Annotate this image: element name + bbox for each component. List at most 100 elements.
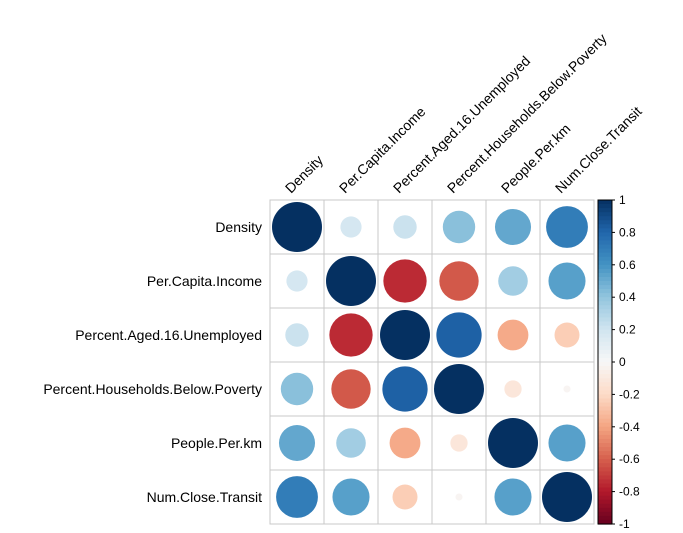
colorbar-segment	[598, 382, 612, 387]
colorbar-segment	[598, 487, 612, 493]
colorbar-segment	[598, 289, 612, 294]
colorbar-segment	[598, 418, 612, 424]
colorbar-segment	[598, 495, 612, 501]
colorbar-segment	[598, 386, 612, 391]
colorbar-tick-label: -1	[619, 517, 630, 531]
colorbar-segment	[598, 333, 612, 339]
colorbar-segment	[598, 272, 612, 278]
colorbar-segment	[598, 281, 612, 286]
colorbar-tick-label: 0.8	[619, 225, 636, 239]
colorbar-tick-label: -0.2	[619, 387, 640, 401]
correlation-circle	[389, 427, 421, 459]
colorbar-segment	[598, 394, 612, 400]
colorbar-segment	[598, 447, 612, 452]
correlation-circle	[546, 206, 588, 248]
colorbar-tick-label: 0.6	[619, 258, 636, 272]
colorbar-segment	[598, 204, 612, 209]
colorbar-segment	[598, 260, 612, 266]
colorbar-segment	[598, 268, 612, 274]
colorbar-segment	[598, 422, 612, 428]
colorbar-segment	[598, 459, 612, 464]
correlation-circle	[278, 424, 316, 462]
colorbar-segment	[598, 200, 612, 205]
colorbar-segment	[598, 515, 612, 521]
colorbar-segment	[598, 305, 612, 310]
colorbar-segment	[598, 378, 612, 383]
correlation-circle	[272, 202, 322, 252]
colorbar-segment	[598, 398, 612, 404]
correlation-circle	[455, 493, 463, 501]
colorbar-segment	[598, 491, 612, 497]
column-labels: Density Per.Capita.IncomePercent.Aged.16.…	[282, 30, 645, 196]
colorbar-segment	[598, 426, 612, 432]
colorbar-segment	[598, 337, 612, 343]
correlation-circle	[393, 215, 417, 239]
colorbar-segment	[598, 313, 612, 319]
colorbar-segment	[598, 507, 612, 513]
colorbar: 1 0.8 0.6 0.4 0.2 0 -0.2 -0.4 -0.6 -0.8 -1	[597, 193, 640, 531]
correlation-circle	[336, 428, 366, 458]
correlation-circle	[439, 261, 479, 301]
correlation-circle	[488, 418, 538, 468]
colorbar-segment	[598, 212, 612, 217]
colorbar-segment	[598, 232, 612, 238]
colorbar-segment	[598, 443, 612, 448]
correlation-circle	[340, 216, 362, 238]
correlation-circle	[554, 322, 580, 348]
colorbar-tick-label: -0.4	[619, 420, 640, 434]
correlation-circle	[548, 262, 586, 300]
colorbar-segment	[598, 224, 612, 229]
colorbar-segment	[598, 483, 612, 489]
colorbar-tick-label: 0.2	[619, 323, 636, 337]
colorbar-segment	[598, 402, 612, 408]
colorbar-segment	[598, 220, 612, 225]
colorbar-segment	[598, 208, 612, 213]
correlation-circle	[382, 366, 428, 412]
correlation-circle	[498, 266, 528, 296]
correlation-circle	[563, 385, 571, 393]
correlation-circle	[286, 270, 308, 292]
colorbar-segment	[598, 463, 612, 468]
correlation-circle	[542, 472, 592, 522]
colorbar-segment	[598, 434, 612, 440]
colorbar-segment	[598, 366, 612, 371]
colorbar-segment	[598, 325, 612, 331]
colorbar-segment	[598, 236, 612, 242]
colorbar-segment	[598, 321, 612, 327]
row-label: Num.Close.Transit	[147, 489, 263, 505]
correlation-circle	[436, 312, 482, 358]
colorbar-segment	[598, 309, 612, 314]
colorbar-segment	[598, 285, 612, 290]
row-label: Per.Capita.Income	[147, 273, 262, 289]
correlation-circle	[332, 478, 370, 516]
colorbar-segment	[598, 414, 612, 420]
correlation-circle	[380, 310, 430, 360]
colorbar-segment	[598, 252, 612, 258]
colorbar-segment	[598, 297, 612, 302]
correlation-circle	[497, 319, 529, 351]
correlation-circle	[329, 313, 373, 357]
colorbar-segment	[598, 475, 612, 481]
colorbar-segment	[598, 317, 612, 323]
colorbar-segment	[598, 374, 612, 379]
colorbar-segment	[598, 349, 612, 355]
colorbar-segment	[598, 479, 612, 485]
colorbar-tick-label: 1	[619, 193, 626, 207]
correlation-circle	[442, 210, 476, 244]
colorbar-tick-label: -0.8	[619, 485, 640, 499]
colorbar-segment	[598, 329, 612, 335]
colorbar-segment	[598, 503, 612, 509]
row-label: Percent.Aged.16.Unemployed	[75, 327, 262, 343]
colorbar-segment	[598, 430, 612, 436]
colorbar-segment	[598, 455, 612, 460]
correlation-circles	[272, 202, 592, 522]
colorbar-segment	[598, 519, 612, 525]
correlation-circle	[450, 434, 468, 452]
colorbar-segment	[598, 276, 612, 282]
correlation-circle	[280, 372, 314, 406]
row-label: Percent.Households.Below.Poverty	[43, 381, 262, 397]
colorbar-segment	[598, 511, 612, 517]
colorbar-segment	[598, 353, 612, 359]
correlation-circle	[494, 208, 532, 246]
